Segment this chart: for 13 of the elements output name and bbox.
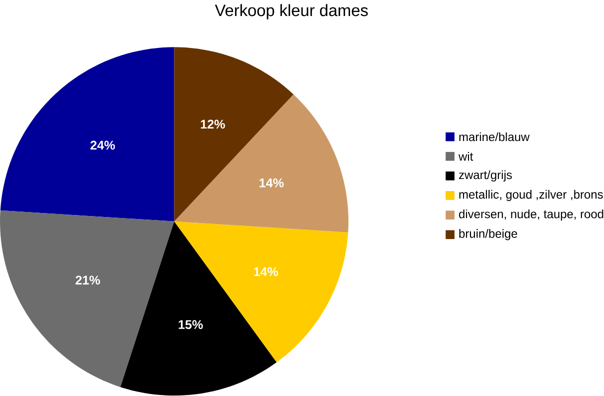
legend-label: wit [458, 152, 474, 161]
legend-label: diversen, nude, taupe, rood [459, 210, 604, 221]
data-label: 14% [260, 178, 284, 188]
data-label: 15% [178, 320, 203, 330]
data-label: 14% [254, 268, 278, 276]
chart-title: Verkoop kleur dames [214, 4, 368, 20]
legend-label: metallic, goud ,zilver ,brons [459, 190, 603, 202]
legend-label: zwart/grijs [459, 170, 512, 182]
data-label: 24% [90, 140, 115, 150]
data-label: 12% [200, 120, 225, 129]
legend-label: bruin/beige [459, 229, 518, 240]
legend-label: marine/blauw [459, 132, 530, 142]
data-label: 21% [76, 276, 100, 285]
